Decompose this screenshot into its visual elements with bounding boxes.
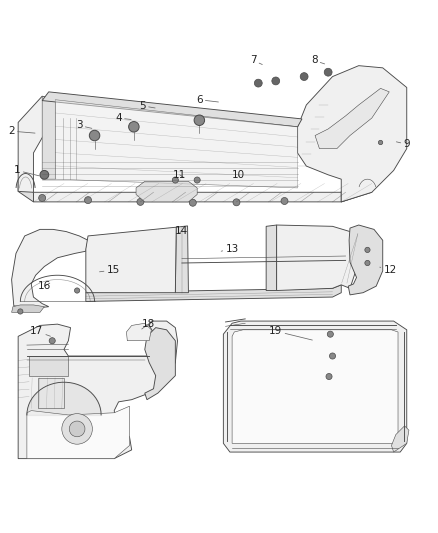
Circle shape: [329, 353, 336, 359]
Polygon shape: [392, 426, 409, 452]
Polygon shape: [33, 183, 372, 202]
Circle shape: [324, 68, 332, 76]
Polygon shape: [38, 378, 64, 408]
Circle shape: [233, 199, 240, 206]
Text: 16: 16: [38, 281, 51, 291]
Text: 8: 8: [311, 55, 325, 66]
Polygon shape: [18, 321, 177, 458]
Polygon shape: [29, 356, 68, 376]
Polygon shape: [42, 96, 55, 179]
Circle shape: [137, 198, 144, 205]
Polygon shape: [315, 88, 389, 149]
Circle shape: [281, 198, 288, 205]
Circle shape: [300, 72, 308, 80]
Circle shape: [365, 261, 370, 265]
Circle shape: [365, 247, 370, 253]
Text: 2: 2: [8, 126, 35, 136]
Polygon shape: [136, 181, 197, 202]
Polygon shape: [297, 66, 407, 202]
Text: 9: 9: [396, 139, 410, 149]
Circle shape: [89, 130, 100, 141]
Text: 19: 19: [269, 326, 312, 340]
Polygon shape: [145, 328, 175, 400]
Circle shape: [18, 309, 23, 314]
Polygon shape: [18, 182, 33, 202]
Polygon shape: [127, 323, 151, 341]
Circle shape: [62, 414, 92, 444]
Text: 14: 14: [175, 225, 188, 236]
Polygon shape: [86, 227, 176, 293]
Polygon shape: [86, 285, 341, 302]
Circle shape: [326, 374, 332, 379]
Polygon shape: [12, 229, 88, 308]
Polygon shape: [341, 181, 372, 202]
Polygon shape: [55, 100, 297, 188]
Polygon shape: [348, 225, 383, 295]
Circle shape: [172, 177, 178, 183]
Circle shape: [189, 199, 196, 206]
Circle shape: [69, 421, 85, 437]
Circle shape: [40, 171, 49, 179]
Polygon shape: [223, 321, 407, 452]
Polygon shape: [232, 330, 398, 443]
Polygon shape: [27, 406, 130, 458]
Text: 5: 5: [139, 101, 155, 111]
Polygon shape: [277, 225, 359, 290]
Text: 15: 15: [99, 265, 120, 275]
Text: 13: 13: [221, 244, 239, 254]
Polygon shape: [266, 225, 277, 290]
Circle shape: [327, 331, 333, 337]
Circle shape: [378, 140, 383, 144]
Circle shape: [74, 288, 80, 293]
Text: 4: 4: [115, 113, 131, 123]
Text: 17: 17: [30, 326, 50, 336]
Circle shape: [194, 177, 200, 183]
Circle shape: [254, 79, 262, 87]
Polygon shape: [12, 305, 44, 312]
Text: 18: 18: [141, 319, 155, 329]
Circle shape: [85, 197, 92, 204]
Text: 7: 7: [250, 55, 262, 66]
Text: 6: 6: [196, 95, 219, 104]
Polygon shape: [42, 92, 302, 127]
Polygon shape: [175, 226, 188, 293]
Circle shape: [272, 77, 280, 85]
Circle shape: [39, 195, 46, 201]
Circle shape: [137, 331, 143, 337]
Circle shape: [194, 115, 205, 125]
Text: 11: 11: [173, 170, 186, 180]
Text: 1: 1: [14, 165, 39, 176]
Polygon shape: [18, 96, 55, 192]
Circle shape: [49, 338, 55, 344]
Circle shape: [129, 122, 139, 132]
Text: 10: 10: [232, 170, 245, 180]
Text: 12: 12: [380, 264, 397, 274]
Text: 3: 3: [76, 120, 92, 131]
